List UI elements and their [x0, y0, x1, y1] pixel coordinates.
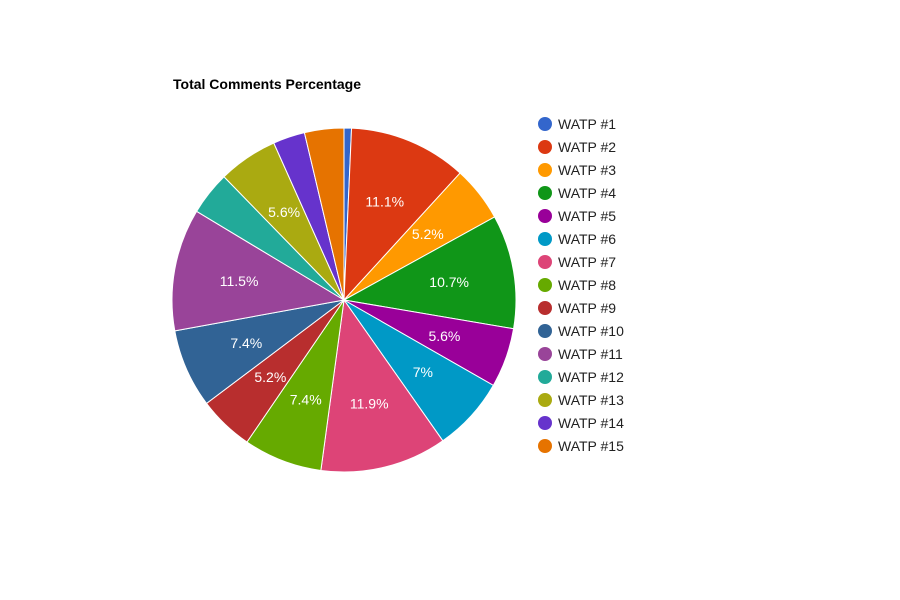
slice-label-2: 11.1%	[365, 193, 404, 209]
legend-item-10[interactable]: WATP #10	[538, 319, 624, 342]
legend-item-6[interactable]: WATP #6	[538, 227, 624, 250]
legend-swatch	[538, 231, 552, 246]
legend-item-15[interactable]: WATP #15	[538, 434, 624, 457]
legend-label: WATP #11	[558, 345, 623, 362]
legend-item-2[interactable]: WATP #2	[538, 135, 624, 158]
legend-label: WATP #12	[558, 368, 624, 385]
slice-label-13: 5.6%	[268, 204, 300, 220]
legend-swatch	[538, 208, 552, 223]
legend-label: WATP #15	[558, 437, 624, 454]
legend-swatch	[538, 438, 552, 453]
legend-label: WATP #3	[558, 161, 617, 178]
legend-item-8[interactable]: WATP #8	[538, 273, 624, 296]
legend-label: WATP #6	[558, 230, 617, 247]
legend-item-1[interactable]: WATP #1	[538, 112, 624, 135]
legend-swatch	[538, 254, 552, 269]
slice-label-4: 10.7%	[429, 274, 469, 290]
legend-label: WATP #9	[558, 299, 617, 316]
legend-swatch	[538, 185, 552, 200]
legend-item-3[interactable]: WATP #3	[538, 158, 624, 181]
legend-swatch	[538, 346, 552, 361]
legend-swatch	[538, 392, 552, 407]
pie-slice-4[interactable]	[342, 216, 517, 330]
legend-swatch	[538, 139, 552, 154]
slice-label-10: 7.4%	[230, 335, 262, 351]
legend-swatch	[538, 369, 552, 384]
pie-slice-11[interactable]	[171, 210, 346, 332]
slice-label-3: 5.2%	[412, 226, 444, 242]
legend-label: WATP #10	[558, 322, 624, 339]
legend: WATP #1 WATP #2 WATP #3 WATP #4 WATP #5 WATP …	[538, 112, 624, 457]
slice-label-11: 11.5%	[220, 273, 259, 289]
legend-label: WATP #4	[558, 184, 617, 201]
legend-item-13[interactable]: WATP #13	[538, 388, 624, 411]
legend-swatch	[538, 300, 552, 315]
slice-label-5: 5.6%	[428, 328, 460, 344]
slice-label-8: 7.4%	[290, 392, 322, 408]
legend-label: WATP #5	[558, 207, 617, 224]
slice-label-7: 11.9%	[350, 396, 389, 412]
chart-title: Total Comments Percentage	[173, 76, 362, 92]
legend-label: WATP #1	[558, 115, 617, 132]
pie-slice-2[interactable]	[343, 127, 461, 302]
legend-label: WATP #7	[558, 253, 617, 270]
legend-item-12[interactable]: WATP #12	[538, 365, 624, 388]
legend-swatch	[538, 323, 552, 338]
pie-slice-15[interactable]	[303, 127, 345, 301]
legend-label: WATP #2	[558, 138, 617, 155]
legend-swatch	[538, 277, 552, 292]
legend-swatch	[538, 415, 552, 430]
legend-label: WATP #8	[558, 276, 617, 293]
legend-item-4[interactable]: WATP #4	[538, 181, 624, 204]
legend-item-9[interactable]: WATP #9	[538, 296, 624, 319]
pie-slice-7[interactable]	[320, 298, 444, 473]
legend-swatch	[538, 162, 552, 177]
slice-label-9: 5.2%	[254, 369, 286, 385]
slice-label-6: 7%	[413, 364, 433, 380]
legend-item-5[interactable]: WATP #5	[538, 204, 624, 227]
legend-item-11[interactable]: WATP #11	[538, 342, 624, 365]
legend-swatch	[538, 116, 552, 131]
legend-label: WATP #14	[558, 414, 624, 431]
legend-item-14[interactable]: WATP #14	[538, 411, 624, 434]
legend-label: WATP #13	[558, 391, 624, 408]
legend-item-7[interactable]: WATP #7	[538, 250, 624, 273]
